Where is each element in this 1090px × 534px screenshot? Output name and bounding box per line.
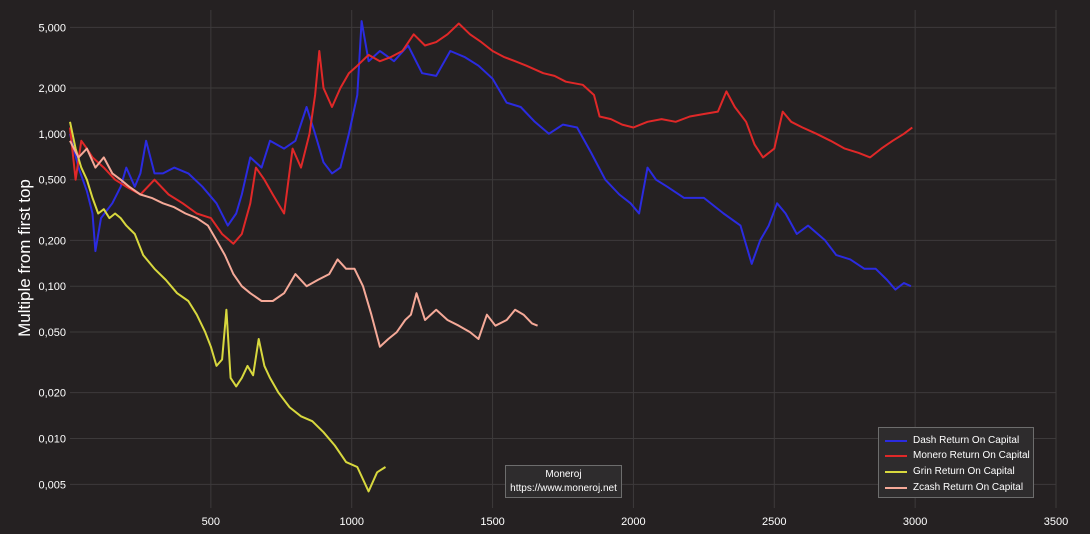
y-axis-label: Multiple from first top xyxy=(15,179,34,337)
watermark-url: https://www.moneroj.net xyxy=(510,483,617,494)
legend-label-zcash: Zcash Return On Capital xyxy=(913,482,1024,493)
x-tick-label: 3500 xyxy=(1044,516,1068,528)
legend-label-monero: Monero Return On Capital xyxy=(913,450,1030,461)
series-line-zcash xyxy=(69,140,538,348)
legend-swatch-monero xyxy=(885,454,907,457)
y-tick-label: 5,000 xyxy=(38,22,66,34)
y-tick-label: 0,010 xyxy=(38,434,66,446)
legend-item-zcash: Zcash Return On Capital xyxy=(885,480,1023,495)
x-tick-label: 500 xyxy=(202,516,220,528)
series-line-monero xyxy=(69,22,913,245)
legend-label-dash: Dash Return On Capital xyxy=(913,435,1020,446)
legend-swatch-dash xyxy=(885,439,907,442)
y-tick-label: 0,100 xyxy=(38,281,66,293)
y-tick-label: 0,200 xyxy=(38,235,66,247)
y-tick-label: 0,020 xyxy=(38,388,66,400)
chart-grid xyxy=(70,10,1057,508)
legend-item-monero: Monero Return On Capital xyxy=(885,448,1030,463)
legend-label-grin: Grin Return On Capital xyxy=(913,466,1015,477)
y-tick-label: 0,005 xyxy=(38,479,66,491)
chart-axes: 500 1000 1500 2000 2500 3000 3500 0,005 0,010 0,0… xyxy=(38,22,1068,528)
chart-legend: Dash Return On Capital Monero Return On … xyxy=(878,427,1034,498)
legend-item-dash: Dash Return On Capital xyxy=(885,433,1019,448)
legend-item-grin: Grin Return On Capital xyxy=(885,464,1015,479)
x-tick-label: 1000 xyxy=(339,516,363,528)
legend-swatch-grin xyxy=(885,470,907,473)
x-tick-label: 3000 xyxy=(903,516,927,528)
y-tick-label: 1,000 xyxy=(38,129,66,141)
legend-swatch-zcash xyxy=(885,486,907,489)
y-tick-label: 0,050 xyxy=(38,327,66,339)
series-line-dash xyxy=(69,20,912,291)
y-tick-label: 0,500 xyxy=(38,175,66,187)
x-tick-label: 1500 xyxy=(480,516,504,528)
x-tick-label: 2000 xyxy=(621,516,645,528)
x-tick-label: 2500 xyxy=(762,516,786,528)
series-line-grin xyxy=(69,121,387,493)
chart-series xyxy=(69,20,913,493)
y-tick-label: 2,000 xyxy=(38,83,66,95)
watermark-box: Moneroj https://www.moneroj.net xyxy=(505,465,622,498)
watermark-name: Moneroj xyxy=(545,469,582,480)
